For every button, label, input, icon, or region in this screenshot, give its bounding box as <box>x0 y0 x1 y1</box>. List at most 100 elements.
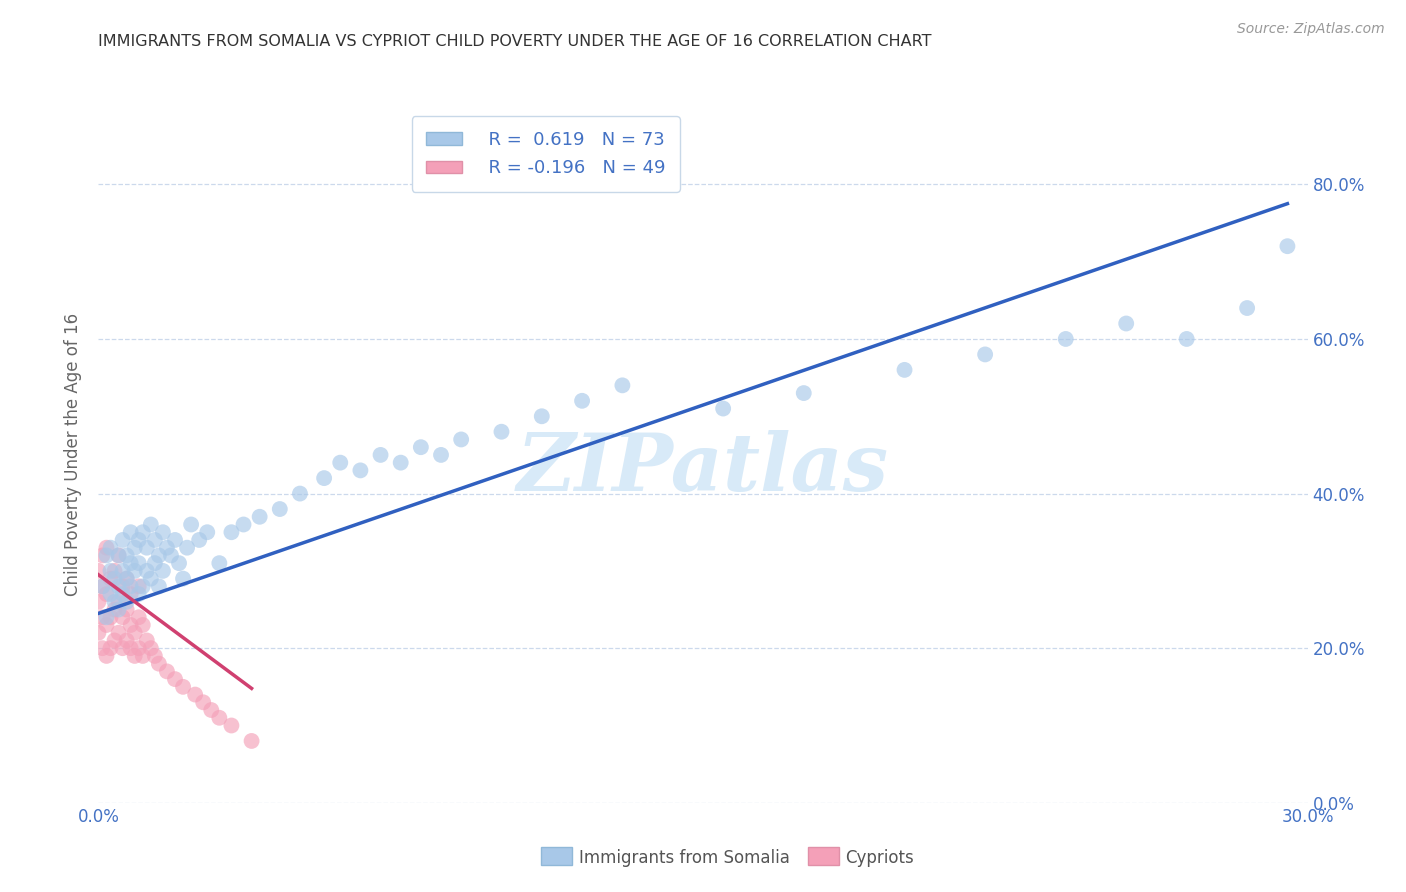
Point <box>128 587 150 601</box>
Point <box>111 564 134 578</box>
Point <box>115 602 138 616</box>
Point <box>124 564 146 578</box>
Point <box>612 378 634 392</box>
Point <box>1175 332 1198 346</box>
Point <box>184 688 207 702</box>
Point <box>329 456 352 470</box>
Point <box>115 633 138 648</box>
Point <box>200 703 222 717</box>
Point <box>208 556 231 570</box>
Point <box>143 533 166 547</box>
Point <box>370 448 392 462</box>
Point <box>115 595 138 609</box>
Point <box>107 549 129 563</box>
Point <box>103 564 125 578</box>
Point <box>530 409 553 424</box>
Point <box>107 579 129 593</box>
Point <box>124 541 146 555</box>
Point <box>139 517 162 532</box>
Point <box>111 610 134 624</box>
Point <box>167 556 190 570</box>
Point <box>107 625 129 640</box>
Text: Immigrants from Somalia: Immigrants from Somalia <box>579 849 790 867</box>
Point <box>172 572 194 586</box>
Point <box>115 572 138 586</box>
Point <box>148 549 170 563</box>
Point <box>974 347 997 361</box>
Point <box>120 579 142 593</box>
Point <box>409 440 432 454</box>
Point <box>120 556 142 570</box>
Point <box>111 533 134 547</box>
Point <box>195 525 218 540</box>
Point <box>96 587 118 601</box>
Y-axis label: Child Poverty Under the Age of 16: Child Poverty Under the Age of 16 <box>63 313 82 597</box>
Point <box>100 587 122 601</box>
Point <box>152 525 174 540</box>
Point <box>132 579 155 593</box>
Point <box>793 386 815 401</box>
Point <box>269 502 291 516</box>
Text: IMMIGRANTS FROM SOMALIA VS CYPRIOT CHILD POVERTY UNDER THE AGE OF 16 CORRELATION: IMMIGRANTS FROM SOMALIA VS CYPRIOT CHILD… <box>98 34 932 49</box>
Point <box>221 525 243 540</box>
Point <box>240 734 263 748</box>
Point <box>124 648 146 663</box>
Point <box>288 486 311 500</box>
Point <box>87 625 110 640</box>
Point <box>96 541 118 555</box>
Point <box>1236 301 1258 315</box>
Point <box>91 579 114 593</box>
Point <box>128 610 150 624</box>
Point <box>135 541 157 555</box>
Point <box>232 517 254 532</box>
Point <box>193 695 215 709</box>
Point <box>120 641 142 656</box>
Point <box>128 641 150 656</box>
Text: Cypriots: Cypriots <box>845 849 914 867</box>
Point <box>91 579 114 593</box>
Point <box>143 556 166 570</box>
Point <box>249 509 271 524</box>
Point <box>208 711 231 725</box>
Point <box>349 463 371 477</box>
Point <box>135 633 157 648</box>
Point <box>180 517 202 532</box>
Point <box>87 564 110 578</box>
Point <box>100 541 122 555</box>
Point <box>160 549 183 563</box>
Point <box>107 602 129 616</box>
Point <box>100 572 122 586</box>
Point <box>128 579 150 593</box>
Point <box>120 525 142 540</box>
Point <box>188 533 211 547</box>
Point <box>172 680 194 694</box>
Point <box>103 602 125 616</box>
Text: Source: ZipAtlas.com: Source: ZipAtlas.com <box>1237 22 1385 37</box>
Point <box>148 579 170 593</box>
Point <box>128 556 150 570</box>
Point <box>152 564 174 578</box>
Point <box>430 448 453 462</box>
Point <box>87 595 110 609</box>
Point <box>221 718 243 732</box>
Point <box>111 587 134 601</box>
Point <box>132 648 155 663</box>
Point <box>103 595 125 609</box>
Point <box>120 587 142 601</box>
Point <box>111 579 134 593</box>
Point <box>120 618 142 632</box>
Point <box>893 363 915 377</box>
Point <box>96 618 118 632</box>
Point <box>132 525 155 540</box>
Point <box>115 549 138 563</box>
Point <box>176 541 198 555</box>
Point <box>1054 332 1077 346</box>
Point <box>163 533 186 547</box>
Point <box>124 625 146 640</box>
Point <box>450 433 472 447</box>
Point <box>135 564 157 578</box>
Point <box>163 672 186 686</box>
Point <box>91 549 114 563</box>
Point <box>491 425 513 439</box>
Point <box>91 610 114 624</box>
